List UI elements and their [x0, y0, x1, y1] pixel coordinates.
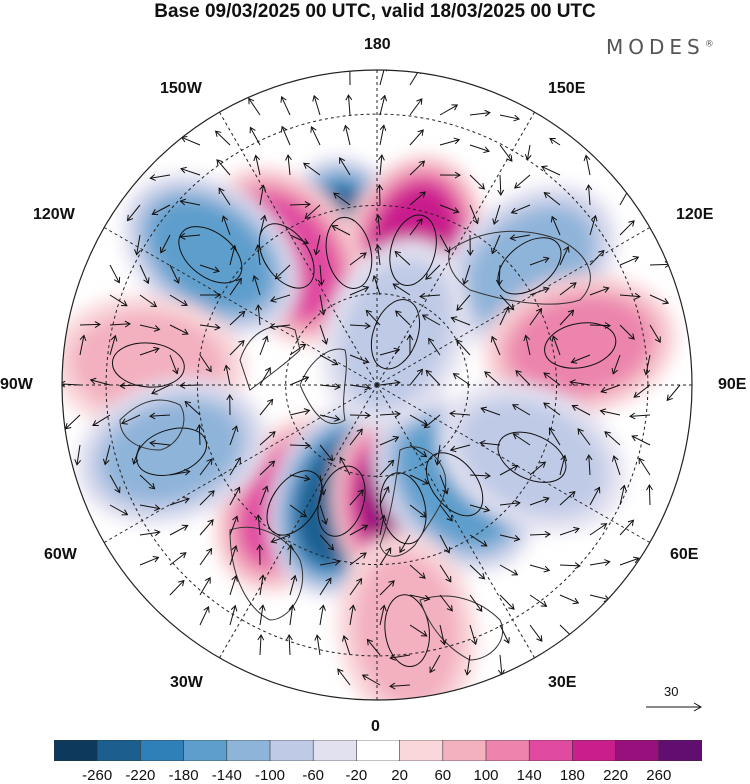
lon-label-150e: 150E — [548, 80, 585, 98]
lon-label-150w: 150W — [160, 80, 202, 98]
lon-label-120w: 120W — [33, 206, 75, 224]
reference-vector-arrow — [644, 684, 704, 724]
colorbar-swatch — [54, 740, 98, 761]
colorbar-swatch — [313, 740, 357, 761]
colorbar-swatch — [486, 740, 530, 761]
colorbar-swatch — [270, 740, 314, 761]
wind-vector-head — [347, 65, 353, 70]
lon-label-60w: 60W — [44, 546, 77, 564]
colorbar-swatch — [572, 740, 616, 761]
lon-label-120e: 120E — [676, 206, 713, 224]
colorbar-swatch — [97, 740, 141, 761]
lon-label-0: 0 — [371, 718, 380, 736]
colorbar-swatch — [659, 740, 702, 761]
wind-vector — [590, 325, 610, 326]
wind-vector — [649, 485, 650, 505]
colorbar — [54, 740, 702, 761]
colorbar-swatch — [529, 740, 573, 761]
colorbar-swatch — [140, 740, 184, 761]
colorbar-swatch — [356, 740, 400, 761]
wind-vector — [180, 385, 200, 386]
wind-vector — [650, 264, 670, 265]
wind-vector — [80, 324, 100, 325]
lon-label-30w: 30W — [170, 674, 203, 692]
lon-label-60e: 60E — [670, 546, 698, 564]
lon-label-30e: 30E — [548, 674, 576, 692]
colorbar-swatch — [443, 740, 487, 761]
wind-vector — [199, 425, 200, 445]
colorbar-swatch — [616, 740, 660, 761]
colorbar-swatch — [184, 740, 228, 761]
lon-label-180: 180 — [364, 36, 391, 54]
colorbar-tick-label: 260 — [634, 767, 684, 784]
colorbar-swatch — [400, 740, 444, 761]
lon-label-90e: 90E — [718, 376, 746, 394]
lon-label-90w: 90W — [0, 376, 33, 394]
colorbar-swatch — [227, 740, 271, 761]
polar-map — [0, 0, 750, 740]
